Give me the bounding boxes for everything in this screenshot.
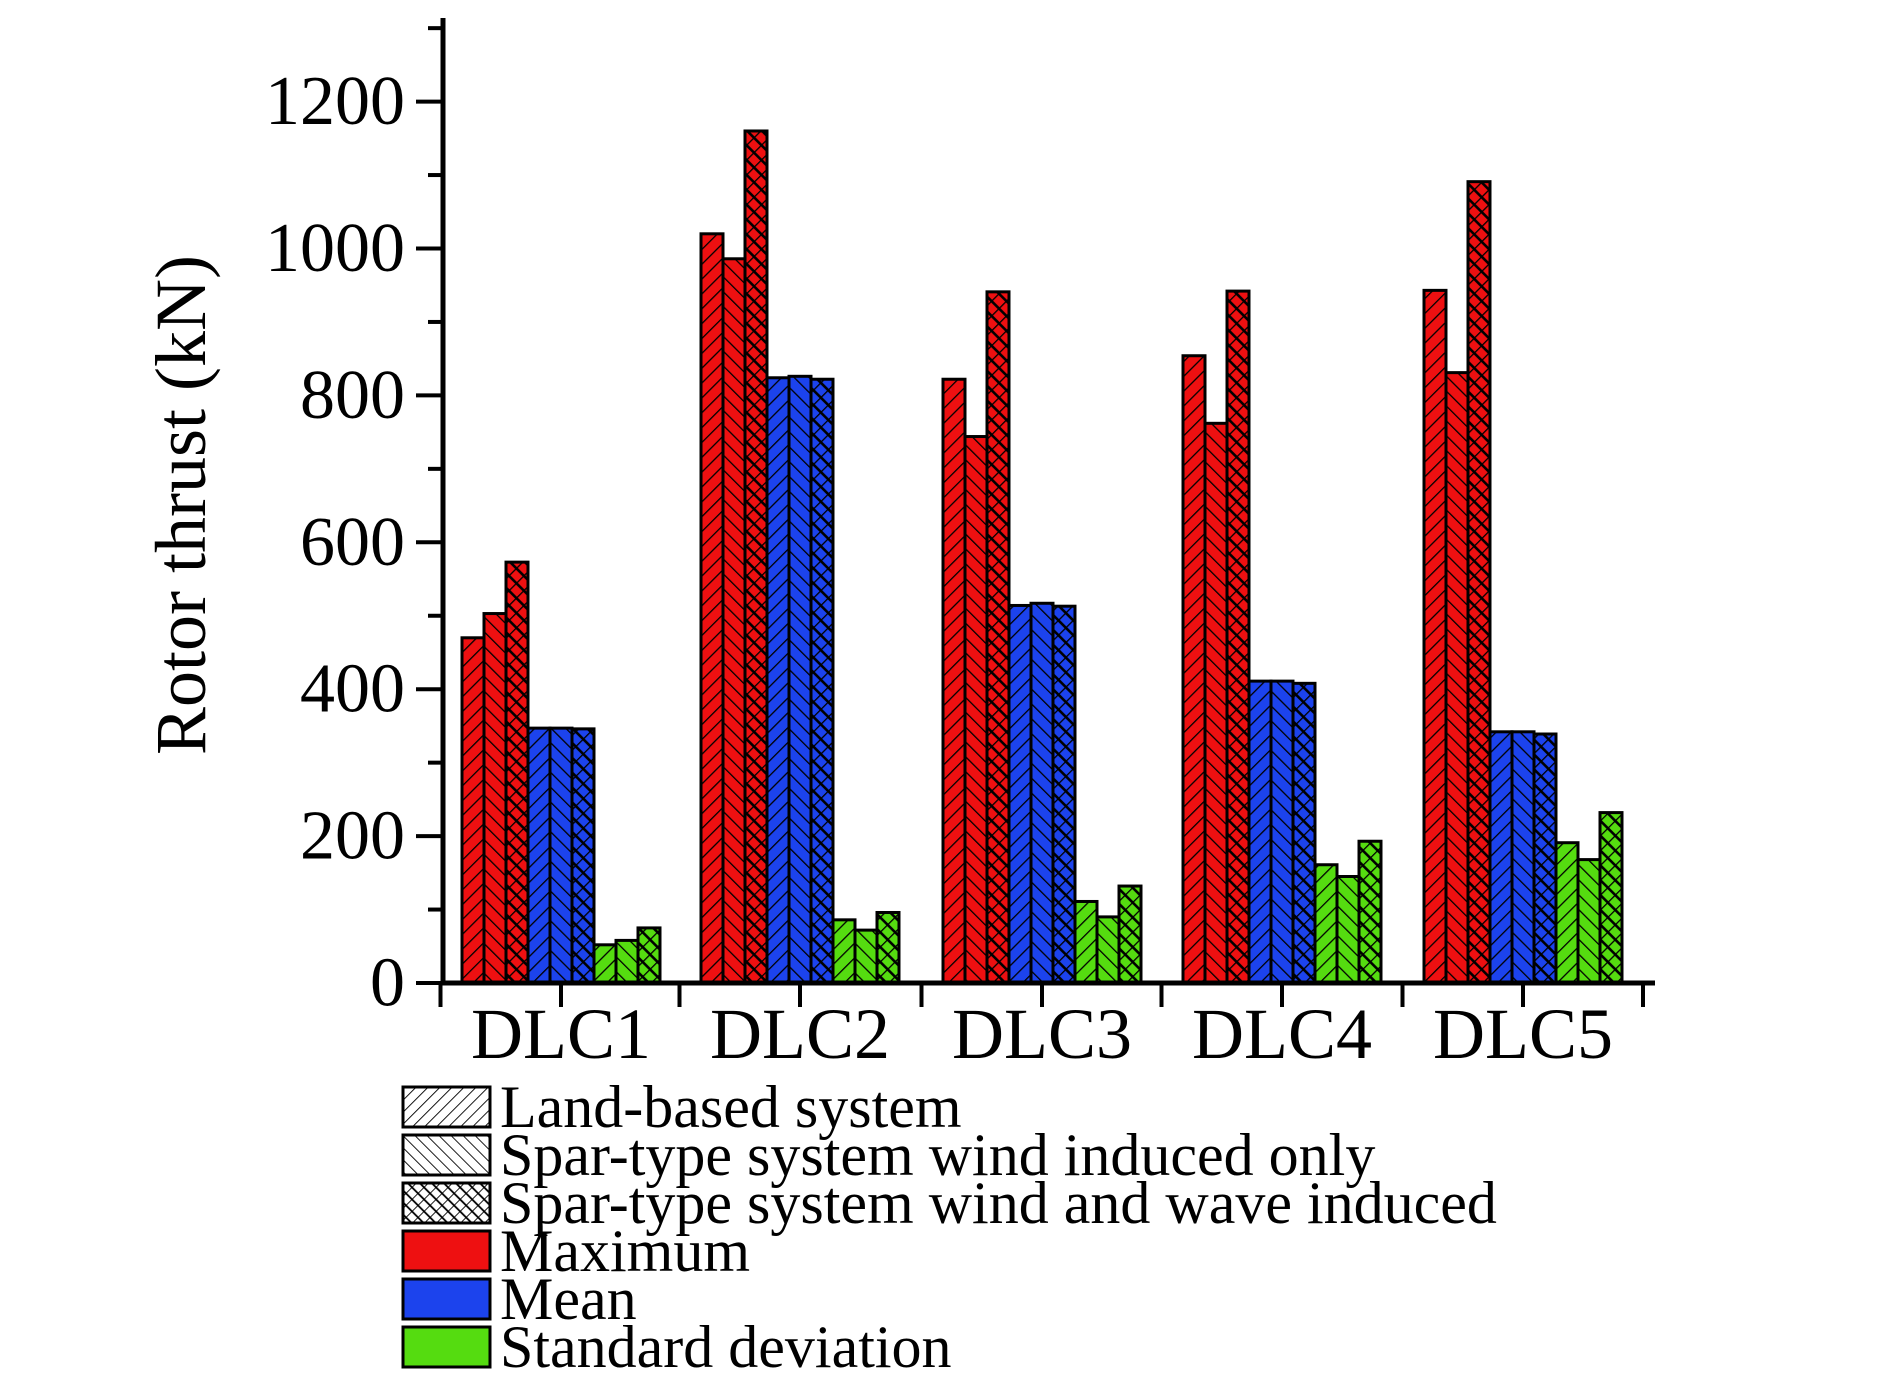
x-category-label-dlc4: DLC4 (1192, 994, 1372, 1074)
y-axis-title: Rotor thrust (kN) (141, 255, 221, 755)
bar-dlc2-mean-variant1 (765, 376, 791, 985)
bar-dlc2-mean-variant3 (809, 377, 835, 985)
x-category-label-dlc1: DLC1 (471, 994, 651, 1074)
x-category-label-dlc5: DLC5 (1433, 994, 1613, 1074)
bar-dlc3-mean-variant1 (1007, 603, 1033, 985)
legend-swatch-5 (401, 1277, 492, 1321)
y-tick-label: 1000 (265, 210, 405, 287)
axes-layer: 0 200 400 600 800 1000 1200 DLC1 DLC2 DLC3 DLC4 DLC… (141, 18, 1655, 1074)
bar-dlc2-maximum-variant1 (699, 232, 725, 985)
legend-label-3: Spar-type system wind and wave induced (500, 1170, 1497, 1236)
bar-dlc5-maximum-variant1 (1422, 288, 1448, 985)
bar-dlc5-standard-deviation-variant3 (1598, 811, 1624, 985)
legend-label-1: Land-based system (500, 1074, 962, 1140)
bar-dlc4-maximum-variant1 (1181, 354, 1207, 985)
bar-dlc4-maximum-variant2 (1203, 421, 1229, 985)
bar-dlc3-standard-deviation-variant2 (1095, 915, 1121, 985)
bar-dlc1-mean-variant3 (570, 727, 596, 985)
bar-dlc3-standard-deviation-variant3 (1117, 884, 1143, 985)
legend-swatch-4 (401, 1229, 492, 1273)
bar-dlc4-mean-variant3 (1291, 681, 1317, 985)
y-tick-label: 200 (300, 798, 405, 875)
bar-dlc4-standard-deviation-variant3 (1357, 839, 1383, 985)
x-category-label-dlc3: DLC3 (952, 994, 1132, 1074)
bar-dlc3-mean-variant3 (1051, 604, 1077, 985)
y-tick-label: 1200 (265, 63, 405, 140)
legend-label-4: Maximum (500, 1218, 750, 1284)
x-category-label-dlc2: DLC2 (710, 994, 890, 1074)
bar-dlc4-mean-variant1 (1247, 679, 1273, 985)
bar-dlc2-maximum-variant2 (721, 257, 747, 985)
bar-dlc5-mean-variant2 (1510, 730, 1536, 985)
bar-dlc2-standard-deviation-variant1 (831, 918, 857, 985)
legend-label-6: Standard deviation (500, 1314, 952, 1380)
bars-layer (460, 129, 1624, 985)
bar-dlc1-mean-variant1 (526, 726, 552, 985)
legend-swatch-6 (401, 1325, 492, 1369)
bar-dlc5-maximum-variant2 (1444, 371, 1470, 985)
legend-swatch-1 (401, 1085, 492, 1129)
bar-dlc4-mean-variant2 (1269, 679, 1295, 985)
y-tick-label: 600 (300, 504, 405, 581)
bar-dlc4-standard-deviation-variant2 (1335, 874, 1361, 985)
bar-dlc1-maximum-variant3 (504, 560, 530, 985)
bar-dlc3-maximum-variant1 (941, 377, 967, 985)
bar-dlc5-standard-deviation-variant1 (1554, 841, 1580, 985)
bar-dlc2-standard-deviation-variant3 (875, 910, 901, 985)
bar-dlc1-standard-deviation-variant1 (592, 943, 618, 985)
bar-dlc4-maximum-variant3 (1225, 289, 1251, 985)
bar-dlc3-standard-deviation-variant1 (1073, 899, 1099, 985)
legend-label-2: Spar-type system wind induced only (500, 1122, 1375, 1188)
bar-dlc1-maximum-variant2 (482, 612, 508, 985)
bar-dlc2-mean-variant2 (787, 374, 813, 985)
bar-dlc5-maximum-variant3 (1466, 180, 1492, 985)
bar-dlc2-maximum-variant3 (743, 129, 769, 985)
y-tick-label: 400 (300, 651, 405, 728)
bar-dlc3-mean-variant2 (1029, 601, 1055, 985)
y-tick-label: 0 (370, 945, 405, 1022)
bar-dlc3-maximum-variant2 (963, 435, 989, 985)
bar-dlc5-standard-deviation-variant2 (1576, 858, 1602, 985)
bar-dlc3-maximum-variant3 (985, 290, 1011, 985)
legend-swatch-3 (401, 1181, 492, 1225)
bar-dlc1-standard-deviation-variant3 (636, 926, 662, 985)
bar-dlc2-standard-deviation-variant2 (853, 928, 879, 985)
bar-dlc1-standard-deviation-variant2 (614, 938, 640, 985)
bar-dlc4-standard-deviation-variant1 (1313, 863, 1339, 985)
bar-dlc5-mean-variant3 (1532, 732, 1558, 985)
bar-dlc5-mean-variant1 (1488, 730, 1514, 985)
y-tick-label: 800 (300, 357, 405, 434)
legend-swatch-2 (401, 1133, 492, 1177)
legend-label-5: Mean (500, 1266, 637, 1332)
bar-dlc1-mean-variant2 (548, 726, 574, 985)
bar-dlc1-maximum-variant1 (460, 636, 486, 985)
